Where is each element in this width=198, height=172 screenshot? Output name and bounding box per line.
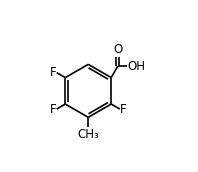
Text: OH: OH — [128, 60, 146, 73]
Text: F: F — [120, 103, 127, 116]
Text: CH₃: CH₃ — [77, 128, 99, 141]
Text: O: O — [113, 43, 122, 56]
Text: F: F — [50, 103, 56, 116]
Text: F: F — [50, 66, 56, 79]
